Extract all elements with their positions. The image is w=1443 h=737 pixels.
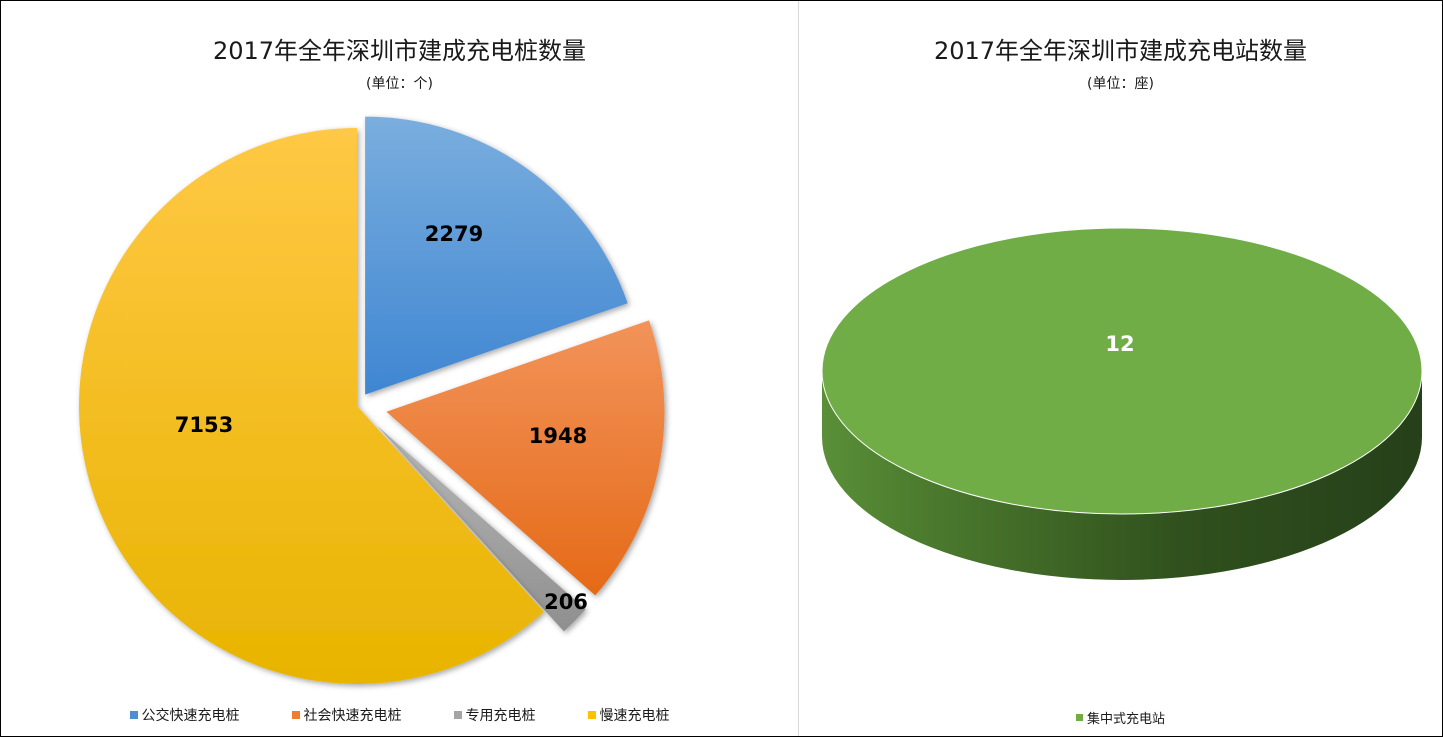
legend-item: 社会快速充电桩 — [291, 705, 402, 725]
chart-subtitle: (单位：座) — [1087, 76, 1154, 92]
pie-slice — [376, 425, 586, 632]
pie-3d-plot: 12 — [821, 227, 1423, 580]
legend: 集中式充电站 — [799, 708, 1442, 727]
chart-title: 2017年全年深圳市建成充电站数量 — [933, 37, 1308, 65]
data-label: 2279 — [425, 222, 483, 246]
pie-side — [822, 371, 1422, 580]
pie-slice — [386, 320, 665, 596]
legend: 公交快速充电桩 社会快速充电桩 专用充电桩 慢速充电桩 — [1, 705, 798, 725]
legend-label: 集中式充电站 — [1086, 712, 1165, 727]
data-label: 12 — [1105, 332, 1134, 356]
legend-label: 专用充电桩 — [465, 708, 536, 724]
charging-piles-chart: 2017年全年深圳市建成充电桩数量 (单位：个) — [1, 1, 798, 736]
legend-swatch — [129, 711, 138, 719]
charging-stations-chart: 2017年全年深圳市建成充电站数量 (单位：座) 12 集中式充电站 — [799, 1, 1442, 736]
data-label: 206 — [544, 590, 588, 614]
legend-item: 公交快速充电桩 — [129, 705, 240, 725]
legend-swatch — [587, 711, 596, 719]
pie-plot: 2279 1948 206 7153 — [78, 116, 665, 684]
panel-divider — [798, 1, 799, 736]
legend-swatch — [453, 711, 462, 719]
legend-item: 专用充电桩 — [453, 705, 536, 725]
legend-swatch — [1075, 714, 1083, 721]
legend-item: 慢速充电桩 — [587, 705, 670, 725]
data-label: 7153 — [175, 413, 233, 437]
chart-subtitle: (单位：个) — [366, 76, 433, 92]
legend-swatch — [291, 711, 300, 719]
data-label: 1948 — [529, 424, 587, 448]
chart-title: 2017年全年深圳市建成充电桩数量 — [212, 37, 587, 65]
legend-label: 慢速充电桩 — [599, 708, 670, 724]
pie-slice — [78, 128, 544, 684]
pie-slice — [365, 116, 628, 395]
legend-label: 社会快速充电桩 — [303, 708, 402, 724]
pie-slice — [821, 227, 1423, 515]
legend-item: 集中式充电站 — [1075, 708, 1165, 727]
legend-label: 公交快速充电桩 — [141, 708, 240, 724]
